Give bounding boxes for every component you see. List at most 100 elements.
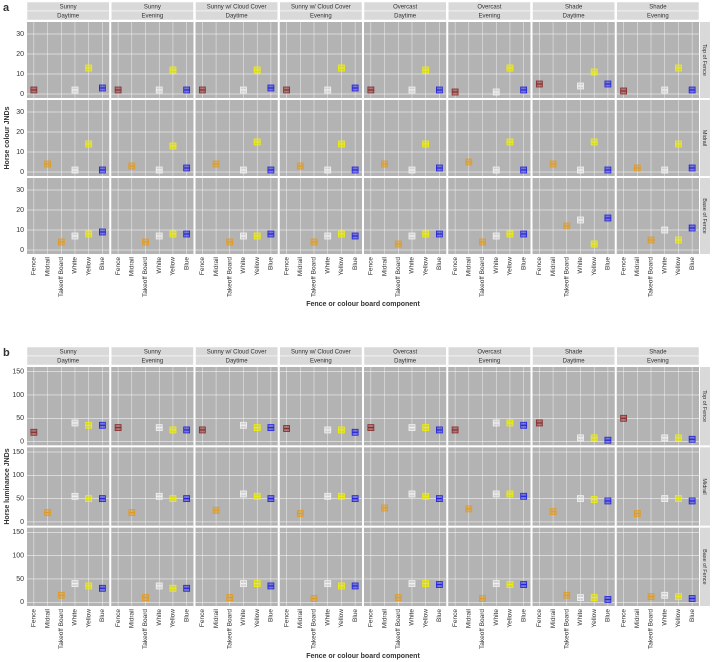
x-tick-label: Takeoff Board	[648, 609, 655, 649]
x-tick-label: White	[156, 609, 163, 626]
panel-background	[448, 527, 531, 606]
strip-label: Daytime	[226, 13, 249, 19]
panel-background	[532, 367, 615, 446]
panel-background	[111, 22, 194, 98]
strip	[363, 355, 447, 366]
panel-background	[111, 178, 194, 254]
x-tick-label: Blue	[352, 257, 359, 270]
panel-background	[532, 527, 615, 606]
x-tick-label: Takeoff Board	[142, 257, 149, 297]
panel-background	[616, 100, 699, 176]
x-tick-label: Fence	[620, 257, 627, 275]
x-tick-label: Midrail	[381, 256, 388, 276]
y-tick-label: 0	[20, 247, 24, 254]
row-strip	[700, 447, 710, 526]
x-tick-label: White	[493, 257, 500, 274]
strip-label: Shade	[649, 4, 667, 10]
y-tick-label: 10	[16, 227, 24, 234]
strip-label: Sunny	[60, 4, 77, 10]
x-tick-label: Midrail	[381, 608, 388, 628]
panel-background	[532, 22, 615, 98]
row-strip	[700, 367, 710, 446]
row-strip-label: Base of Fence	[701, 198, 707, 233]
x-tick-label: Blue	[268, 257, 275, 270]
y-tick-label: 50	[16, 576, 24, 583]
y-tick-label: 20	[16, 129, 24, 136]
y-tick-label: 50	[16, 415, 24, 422]
x-tick-label: Takeoff Board	[58, 609, 65, 649]
strip-label: Sunny	[144, 349, 161, 355]
strip	[616, 355, 700, 366]
y-tick-label: 20	[16, 207, 24, 214]
x-tick-label: Fence	[283, 609, 290, 627]
x-tick-label: White	[156, 257, 163, 274]
x-tick-label: White	[72, 257, 79, 274]
panel-background	[195, 527, 278, 606]
row-strip-label: Base of Fence	[701, 549, 707, 584]
x-tick-label: Takeoff Board	[563, 609, 570, 649]
row-strip	[700, 22, 710, 98]
y-tick-label: 100	[12, 392, 24, 399]
chart: a Horse colour JNDs Fence or colour board …	[3, 1, 710, 308]
panel-background	[616, 527, 699, 606]
x-tick-label: Blue	[99, 609, 106, 622]
x-tick-label: Midrail	[44, 256, 51, 276]
y-tick-label: 30	[16, 187, 24, 194]
strip-label: Daytime	[394, 13, 417, 19]
strip	[195, 10, 278, 21]
panel-background	[448, 22, 531, 98]
x-tick-label: Takeoff Board	[226, 609, 233, 649]
x-tick-label: Blue	[268, 609, 275, 622]
strip-label: Sunny	[60, 349, 77, 355]
x-tick-label: Blue	[520, 609, 527, 622]
row-strip	[700, 178, 710, 254]
row-strip	[700, 527, 710, 606]
x-tick-label: Midrail	[44, 608, 51, 628]
panel-background	[532, 447, 615, 526]
x-tick-label: White	[577, 609, 584, 626]
panel-label: a	[3, 2, 10, 14]
panel-label: b	[3, 347, 10, 359]
x-tick-label: Yellow	[254, 609, 261, 628]
x-tick-label: Midrail	[550, 256, 557, 276]
panel-background	[364, 367, 447, 446]
x-tick-label: Midrail	[634, 256, 641, 276]
x-tick-label: Takeoff Board	[226, 257, 233, 297]
x-tick-label: Yellow	[170, 609, 177, 628]
x-tick-label: Midrail	[213, 608, 220, 628]
x-tick-label: Yellow	[422, 609, 429, 628]
x-tick-label: Takeoff Board	[479, 609, 486, 649]
panel-background	[448, 178, 531, 254]
strip	[448, 10, 531, 21]
strip	[26, 355, 110, 366]
x-tick-label: Blue	[352, 609, 359, 622]
strip	[26, 10, 110, 21]
panel-background	[279, 100, 362, 176]
panel-background	[27, 178, 110, 254]
panel-background	[364, 178, 447, 254]
strip	[111, 355, 194, 366]
x-tick-label: Yellow	[675, 257, 682, 276]
x-tick-label: Midrail	[129, 608, 136, 628]
panel-background	[195, 22, 278, 98]
x-tick-label: Fence	[115, 609, 122, 627]
x-tick-label: Fence	[536, 257, 543, 275]
chart: b Horse luminance JNDs Fence or colour boa…	[3, 346, 710, 660]
panel-background	[279, 447, 362, 526]
x-tick-label: Blue	[605, 609, 612, 622]
panel-background	[364, 22, 447, 98]
x-tick-label: Fence	[452, 609, 459, 627]
x-tick-label: Yellow	[85, 609, 92, 628]
x-tick-label: Fence	[283, 257, 290, 275]
panel-background	[532, 178, 615, 254]
x-tick-label: Yellow	[254, 257, 261, 276]
y-tick-label: 150	[12, 449, 24, 456]
x-tick-label: Blue	[183, 257, 190, 270]
x-tick-label: Fence	[536, 609, 543, 627]
x-tick-label: Yellow	[507, 257, 514, 276]
x-axis-title: Fence or colour board component	[306, 653, 420, 660]
x-tick-label: Yellow	[422, 257, 429, 276]
x-tick-label: Yellow	[338, 609, 345, 628]
strip-label: Shade	[565, 4, 583, 10]
strip	[532, 355, 615, 366]
